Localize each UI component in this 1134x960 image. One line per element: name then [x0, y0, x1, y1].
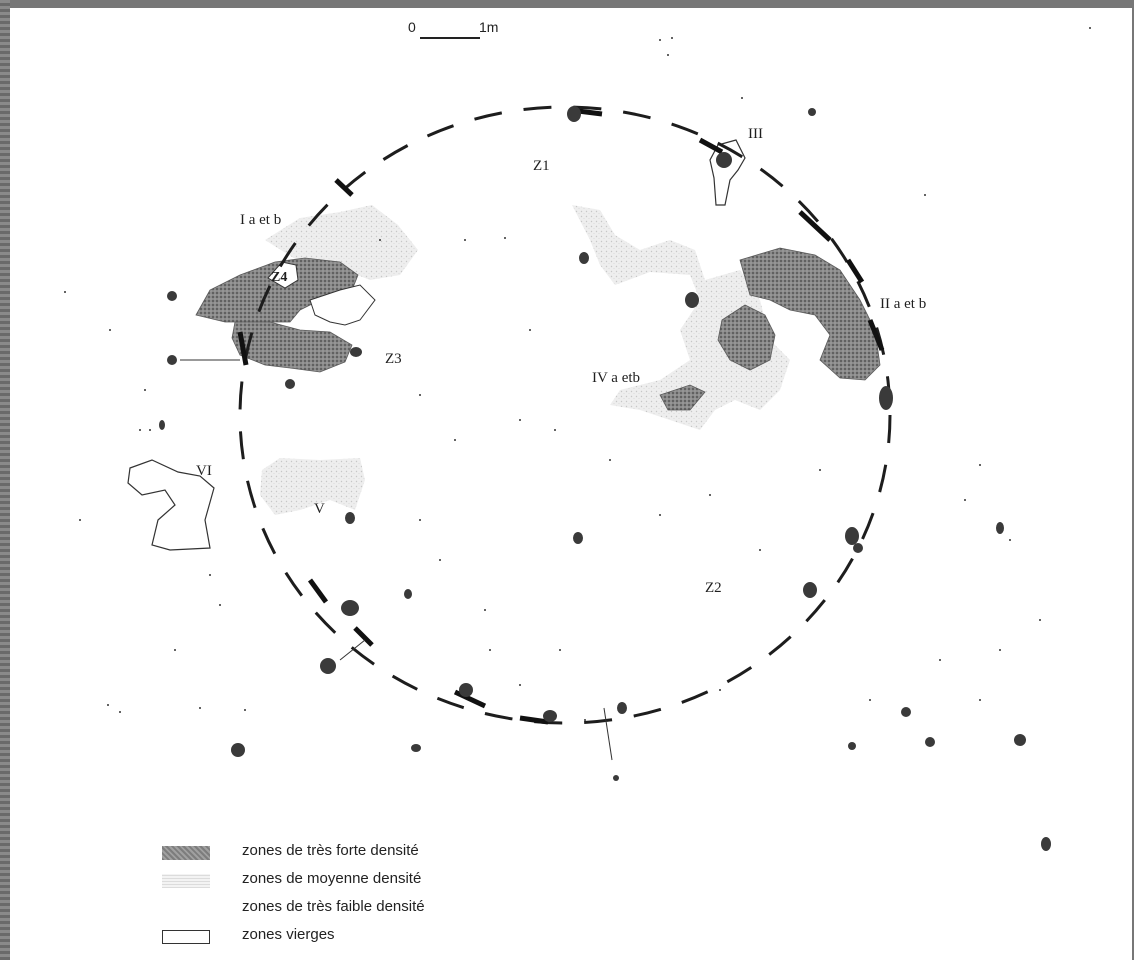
scattered-finds — [64, 27, 1091, 721]
zone-vi-outline — [127, 459, 215, 551]
legend-swatch-mid — [162, 874, 210, 888]
map-sheet — [10, 8, 1132, 960]
scale-start-label: 0 — [408, 19, 416, 35]
wall-segments — [237, 107, 885, 725]
label-z1: Z1 — [533, 158, 550, 174]
label-vi: VI — [196, 463, 212, 479]
scale-bar: 0 1m — [408, 19, 498, 39]
frame-top — [0, 0, 1134, 8]
zone-high-i-clusters — [231, 321, 353, 373]
label-z4: Z4 — [271, 270, 287, 285]
zone-high-iv — [659, 384, 706, 411]
legend-label-mid: zones de moyenne densité — [242, 870, 422, 887]
zone-high-ii — [739, 247, 881, 381]
legend-swatch-high — [162, 846, 210, 860]
legend-item-high: zones de très forte densité — [158, 840, 578, 868]
legend-item-mid: zones de moyenne densité — [158, 868, 578, 896]
gap-south — [309, 284, 376, 326]
high-density-zones — [195, 247, 881, 411]
outlined-zones — [127, 139, 746, 551]
legend-swatch-low — [162, 902, 210, 916]
legend-label-none: zones vierges — [242, 926, 335, 943]
legend-item-none: zones vierges — [158, 924, 578, 952]
zone-labels: Z1 Z2 Z3 Z4 I a et b II a et b III IV a … — [196, 126, 926, 596]
zone-mid-center — [572, 205, 790, 430]
legend-label-low: zones de très faible densité — [242, 898, 425, 915]
legend-item-low: zones de très faible densité — [158, 896, 578, 924]
label-v: V — [314, 501, 325, 517]
legend: zones de très forte densité zones de moy… — [158, 840, 578, 952]
scale-end-label: 1m — [479, 19, 498, 35]
label-iv: IV a etb — [592, 370, 640, 386]
zone-iii-outline — [709, 139, 746, 206]
frame-left — [0, 0, 10, 960]
label-ii: II a et b — [880, 296, 926, 312]
legend-label-high: zones de très forte densité — [242, 842, 419, 859]
legend-swatch-none — [162, 930, 210, 944]
zone-high-ii-b — [717, 304, 776, 371]
connector-lines — [180, 359, 613, 761]
pits — [159, 106, 1051, 851]
post-hole-circle — [238, 105, 892, 725]
label-z3: Z3 — [385, 351, 402, 367]
label-i: I a et b — [240, 212, 281, 228]
label-iii: III — [748, 126, 763, 142]
label-z2: Z2 — [705, 580, 722, 596]
frame-right — [1132, 8, 1134, 960]
zone-mid-v — [260, 458, 365, 515]
